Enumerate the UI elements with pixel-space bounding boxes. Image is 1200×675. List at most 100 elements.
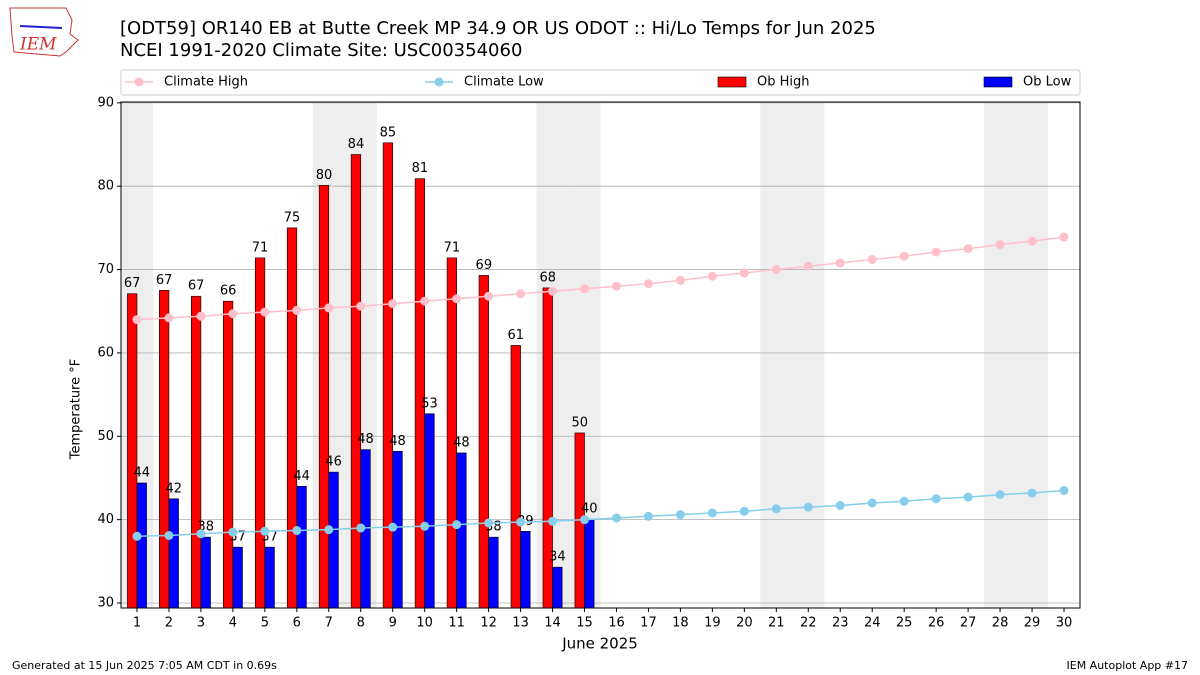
data-label: 67 <box>124 276 141 291</box>
footer-right: IEM Autoplot App #17 <box>1067 659 1189 672</box>
footer-left: Generated at 15 Jun 2025 7:05 AM CDT in … <box>12 659 277 672</box>
point <box>995 240 1005 250</box>
point <box>452 520 462 530</box>
point <box>580 284 590 294</box>
point <box>548 516 558 526</box>
legend-marker <box>434 77 444 87</box>
point <box>931 494 941 504</box>
point <box>164 530 174 540</box>
bar <box>424 413 435 609</box>
point <box>963 244 973 254</box>
logo-text: IEM <box>19 35 57 55</box>
data-label: 44 <box>293 469 310 484</box>
point <box>388 522 398 532</box>
point <box>867 255 877 265</box>
x-tick-label: 7 <box>325 616 333 631</box>
data-label: 48 <box>453 435 470 450</box>
x-tick-label: 16 <box>608 616 625 631</box>
x-tick-label: 24 <box>864 616 881 631</box>
bar <box>318 185 330 609</box>
data-label: 66 <box>220 284 237 299</box>
weekend-shade <box>792 102 825 608</box>
data-label: 85 <box>380 125 397 140</box>
point <box>643 511 653 521</box>
y-tick-label: 90 <box>97 95 114 110</box>
line <box>136 236 1065 321</box>
x-tick-label: 20 <box>736 616 753 631</box>
point <box>675 510 685 520</box>
point <box>580 515 590 525</box>
x-tick-label: 14 <box>544 616 561 631</box>
weekend-shade <box>760 102 793 608</box>
x-axis-label: June 2025 <box>561 635 638 653</box>
chart-subtitle: NCEI 1991-2020 Climate Site: USC00354060 <box>120 40 522 61</box>
point <box>835 258 845 268</box>
point <box>132 531 142 541</box>
bar <box>488 536 499 609</box>
data-label: 68 <box>539 270 556 285</box>
data-label: 81 <box>412 161 429 176</box>
data-label: 67 <box>188 279 205 294</box>
x-tick-label: 27 <box>960 616 977 631</box>
legend-marker <box>134 77 144 87</box>
point <box>228 309 238 319</box>
y-tick-label: 30 <box>97 595 114 610</box>
x-tick-label: 29 <box>1024 616 1041 631</box>
point <box>196 529 206 539</box>
point <box>356 301 366 311</box>
x-tick-label: 23 <box>832 616 849 631</box>
weekend-shade <box>1016 102 1049 608</box>
x-tick-label: 3 <box>197 616 205 631</box>
bar <box>328 471 339 609</box>
point <box>771 504 781 514</box>
logo: IEM <box>9 7 79 57</box>
x-tick-label: 18 <box>672 616 689 631</box>
point <box>548 286 558 296</box>
point <box>707 508 717 518</box>
point <box>516 289 526 299</box>
data-label: 71 <box>252 240 269 255</box>
point <box>803 261 813 271</box>
x-tick-label: 30 <box>1056 616 1073 631</box>
x-tick-label: 11 <box>448 616 465 631</box>
point <box>260 307 270 317</box>
y-tick-label: 80 <box>97 179 114 194</box>
legend-label: Climate High <box>164 75 248 90</box>
point <box>611 513 621 523</box>
bar <box>127 293 138 609</box>
x-tick-label: 9 <box>389 616 397 631</box>
x-tick-label: 17 <box>640 616 657 631</box>
weekend-shade <box>984 102 1017 608</box>
point <box>675 275 685 285</box>
data-label: 44 <box>134 465 151 480</box>
x-tick-label: 22 <box>800 616 817 631</box>
point <box>771 265 781 275</box>
data-label: 46 <box>325 455 342 470</box>
plot-frame <box>120 101 1081 609</box>
point <box>995 490 1005 500</box>
point <box>388 299 398 309</box>
bar <box>446 257 457 609</box>
x-tick-label: 5 <box>261 616 269 631</box>
point <box>324 303 334 313</box>
bar <box>296 485 307 609</box>
bar <box>552 566 563 609</box>
x-tick-label: 4 <box>229 616 237 631</box>
x-tick-label: 13 <box>512 616 529 631</box>
x-tick-label: 21 <box>768 616 785 631</box>
data-label: 69 <box>476 258 493 273</box>
point <box>931 247 941 257</box>
point <box>1027 236 1037 246</box>
point <box>611 281 621 291</box>
bar <box>159 290 170 609</box>
bar <box>520 531 531 609</box>
bar <box>222 300 234 609</box>
y-tick-label: 60 <box>97 345 114 360</box>
x-tick-label: 28 <box>992 616 1009 631</box>
x-tick-label: 12 <box>480 616 497 631</box>
x-tick-label: 2 <box>165 616 173 631</box>
point <box>356 523 366 533</box>
data-label: 84 <box>348 137 365 152</box>
y-axis-label: Temperature °F <box>69 359 84 460</box>
data-label: 42 <box>165 481 182 496</box>
